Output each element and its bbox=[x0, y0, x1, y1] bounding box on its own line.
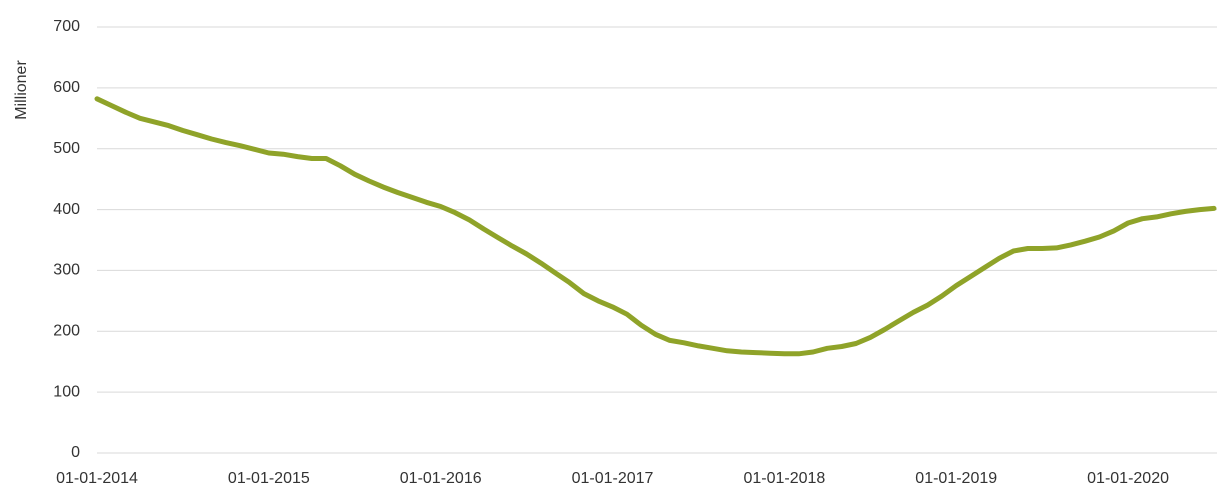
y-tick-label: 400 bbox=[53, 201, 80, 218]
x-tick-label: 01-01-2017 bbox=[572, 470, 654, 487]
x-tick-label: 01-01-2014 bbox=[56, 470, 138, 487]
x-tick-label: 01-01-2020 bbox=[1087, 470, 1169, 487]
y-tick-label: 0 bbox=[71, 444, 80, 461]
y-tick-label: 100 bbox=[53, 383, 80, 400]
x-tick-label: 01-01-2018 bbox=[743, 470, 825, 487]
y-tick-label: 600 bbox=[53, 79, 80, 96]
x-tick-label: 01-01-2015 bbox=[228, 470, 310, 487]
x-tick-label: 01-01-2016 bbox=[400, 470, 482, 487]
y-tick-label: 300 bbox=[53, 262, 80, 279]
y-tick-label: 200 bbox=[53, 323, 80, 340]
y-tick-label: 700 bbox=[53, 18, 80, 35]
data-line bbox=[94, 96, 1217, 357]
y-tick-label: 500 bbox=[53, 140, 80, 157]
y-axis-label: Millioner bbox=[13, 60, 30, 120]
x-tick-label: 01-01-2019 bbox=[915, 470, 997, 487]
